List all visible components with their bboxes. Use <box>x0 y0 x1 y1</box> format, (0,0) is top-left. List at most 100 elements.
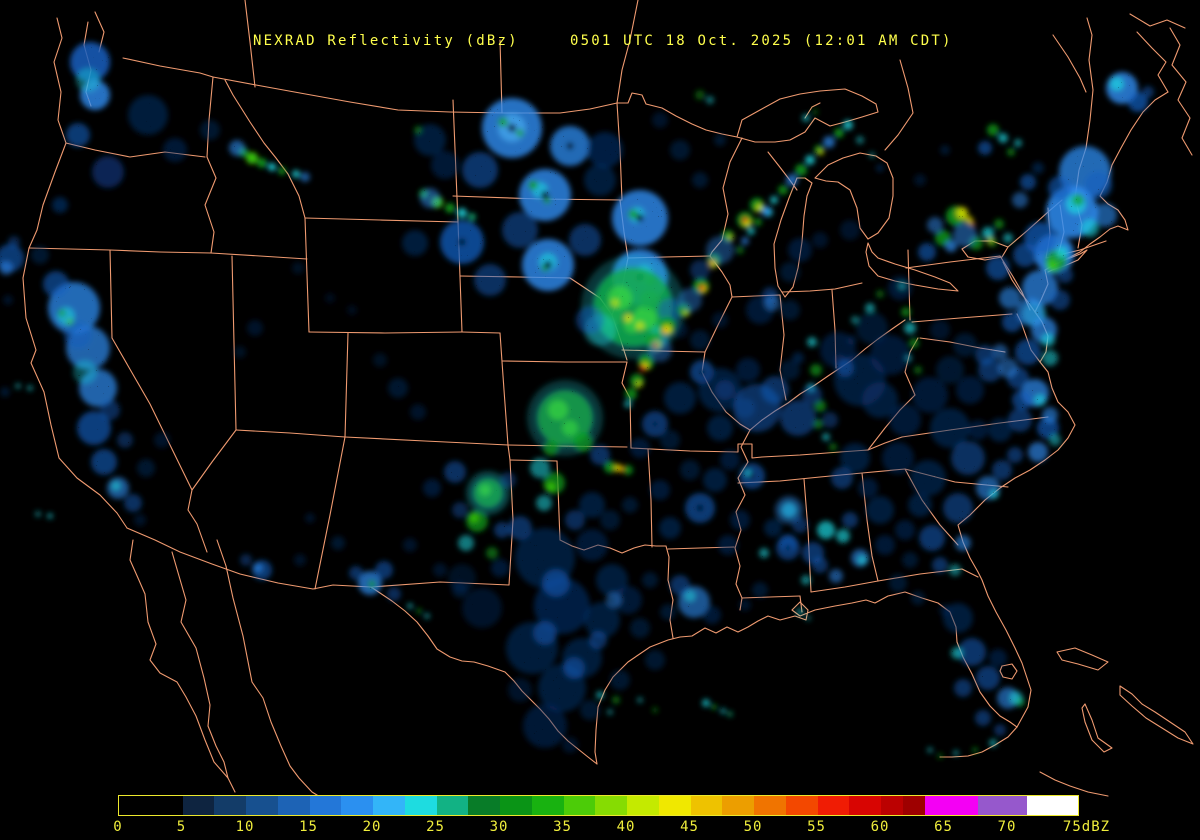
wy-south-border <box>308 331 463 334</box>
bay-of-fundy <box>1136 31 1169 93</box>
province-border-mb-on <box>616 0 639 104</box>
radar-echo <box>672 322 688 338</box>
radar-echo <box>468 213 476 221</box>
radar-echo <box>624 314 632 322</box>
radar-echo <box>462 588 502 628</box>
radar-echo <box>711 704 717 710</box>
radar-echo <box>229 140 245 156</box>
pa-ny-border <box>905 255 1001 269</box>
radar-echo <box>508 124 516 132</box>
colorbar-tick: 70 <box>997 819 1017 835</box>
radar-echo <box>433 563 447 577</box>
radar-echo <box>424 613 430 619</box>
radar-echo <box>640 365 646 371</box>
radar-echo <box>508 516 532 540</box>
radar-echo <box>754 218 762 226</box>
radar-echo <box>606 592 622 608</box>
colorbar-tick: 20 <box>362 819 382 835</box>
radar-echo <box>92 156 124 188</box>
radar-echo <box>940 145 950 155</box>
radar-echo <box>573 432 593 452</box>
us-state-borders <box>22 0 1194 804</box>
colorbar-segment <box>690 796 723 815</box>
radar-echo <box>994 219 1004 229</box>
radar-echo <box>770 196 778 204</box>
ut-az-border <box>235 429 346 438</box>
radar-echo <box>904 322 916 334</box>
colorbar-segment <box>500 796 532 815</box>
radar-echo <box>749 473 755 479</box>
radar-echo <box>953 750 959 756</box>
radar-echo <box>458 238 466 246</box>
bahamas-eleuthera-chain <box>1119 685 1194 745</box>
colorbar-tick: 25 <box>426 819 445 835</box>
radar-echo <box>128 95 168 135</box>
mi-in-oh-border <box>781 282 863 293</box>
radar-echo <box>930 320 950 340</box>
baja-west-coast <box>129 539 236 793</box>
radar-echo <box>875 535 895 555</box>
radar-echo <box>491 559 509 577</box>
radar-echo <box>792 352 804 364</box>
radar-echo <box>764 519 782 537</box>
radar-echo <box>1048 176 1072 200</box>
radar-echo <box>862 382 898 418</box>
radar-echo <box>857 555 867 565</box>
radar-echo <box>544 261 552 269</box>
radar-echo <box>994 724 1006 736</box>
canada-border <box>122 57 738 138</box>
radar-echo <box>600 510 620 530</box>
radar-echo <box>698 368 742 412</box>
radar-echo <box>690 260 710 280</box>
radar-echo <box>611 299 619 307</box>
radar-echo <box>992 460 1012 480</box>
radar-echo <box>652 707 658 713</box>
radar-echo <box>546 482 556 492</box>
radar-echo <box>590 445 610 465</box>
radar-echo <box>576 529 608 561</box>
radar-echo <box>998 133 1008 143</box>
radar-echo <box>533 621 557 645</box>
radar-echo <box>818 149 824 155</box>
lake-huron <box>814 152 894 240</box>
wa-id-border <box>206 76 214 158</box>
radar-echo <box>955 535 971 551</box>
radar-echo <box>66 123 90 147</box>
radar-echo <box>998 358 1018 378</box>
radar-echo <box>562 737 578 753</box>
cuba-north-coast <box>1039 771 1109 797</box>
radar-echo <box>999 287 1021 309</box>
radar-echo <box>576 306 604 334</box>
colorbar-tick: 75dBZ <box>1062 819 1111 835</box>
ontario-line <box>884 59 914 151</box>
radar-echo <box>31 246 49 264</box>
radar-echo <box>902 552 918 568</box>
radar-echo <box>375 561 393 579</box>
radar-echo <box>494 522 510 538</box>
nova-scotia-coast <box>1169 27 1193 156</box>
radar-echo <box>953 333 977 357</box>
radar-echo <box>820 332 856 368</box>
radar-echo <box>64 321 92 349</box>
radar-echo <box>584 602 620 638</box>
colorbar-segment <box>341 796 373 815</box>
radar-echo <box>703 468 727 492</box>
radar-echo <box>939 604 951 616</box>
colorbar-tick: 0 <box>113 819 123 835</box>
radar-echo <box>739 599 751 611</box>
ok-panhandle-west <box>507 444 511 461</box>
colorbar-segment <box>977 796 1028 815</box>
radar-echo <box>247 320 263 336</box>
radar-echo <box>624 400 632 408</box>
radar-echo <box>829 569 843 583</box>
radar-echo <box>720 708 726 714</box>
radar-echo <box>587 132 623 168</box>
radar-echo <box>1008 408 1032 432</box>
radar-echo <box>542 569 570 597</box>
radar-echo <box>927 217 943 233</box>
radar-echo <box>612 696 620 704</box>
radar-echo <box>802 114 810 122</box>
radar-echo <box>822 412 838 428</box>
colorbar-tick: 60 <box>870 819 890 835</box>
radar-echo <box>736 358 760 382</box>
